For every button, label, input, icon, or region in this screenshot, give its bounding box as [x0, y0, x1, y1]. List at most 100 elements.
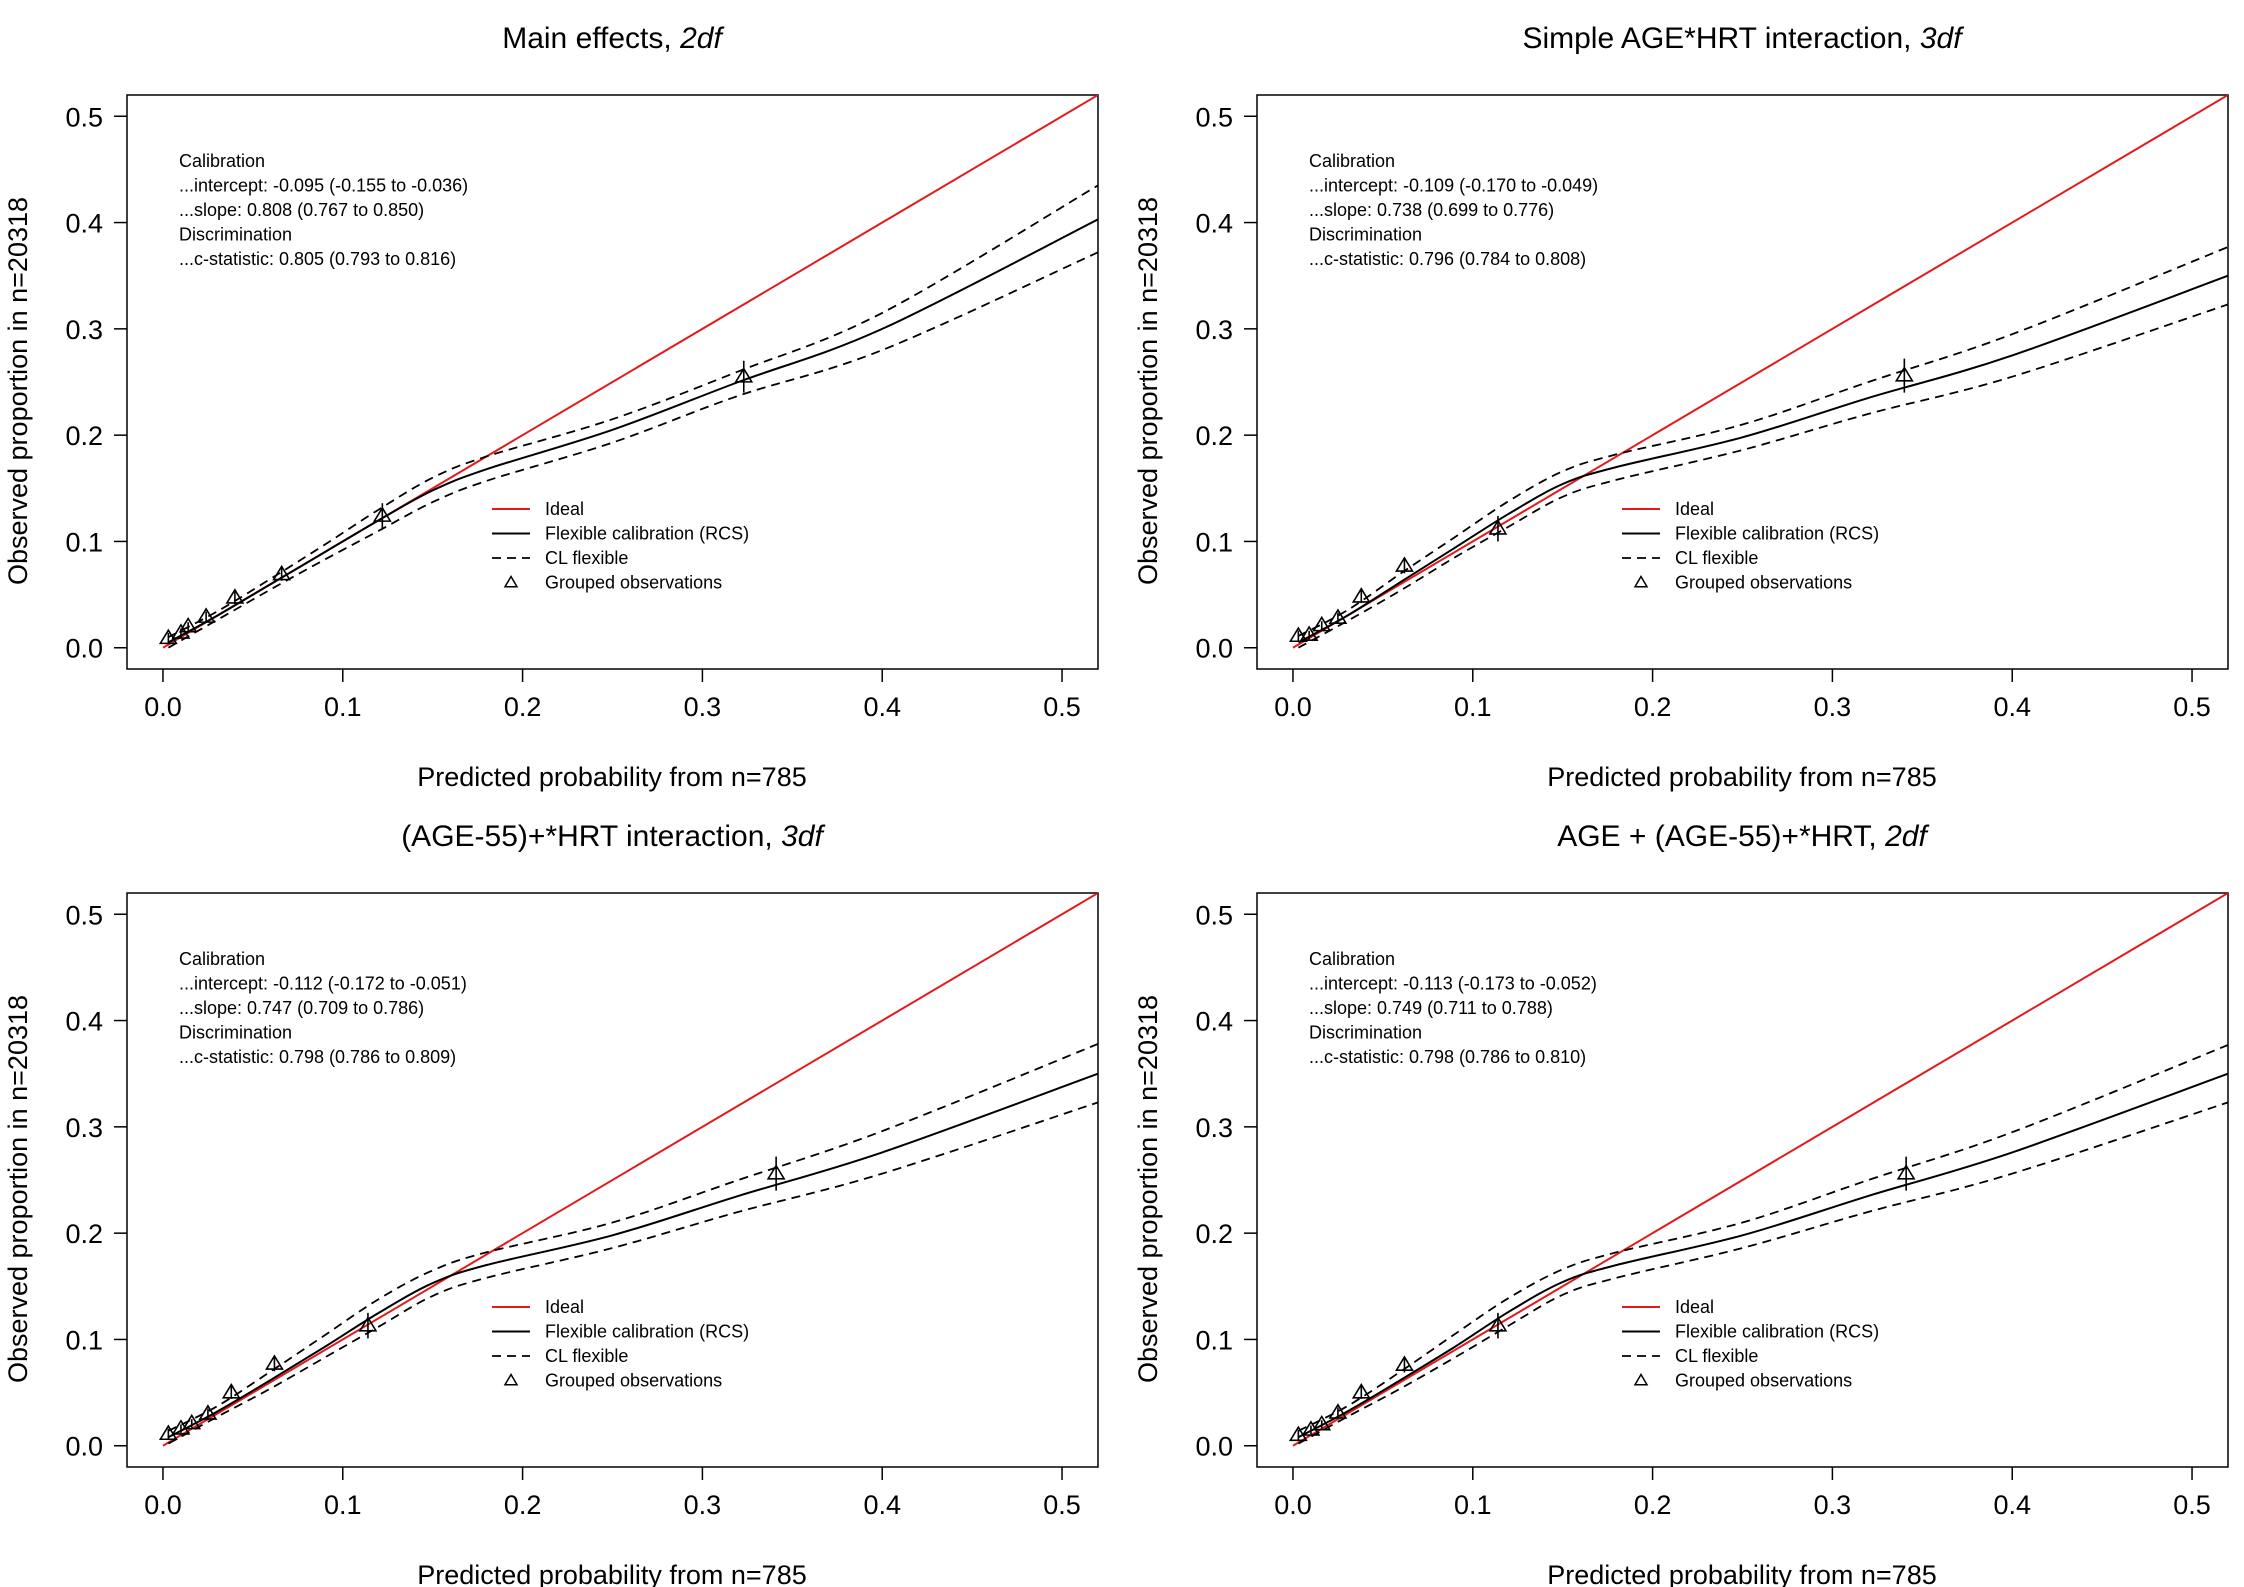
statistic-line: ...slope: 0.808 (0.767 to 0.850): [179, 200, 424, 220]
grouped-observation-marker: [158, 628, 178, 645]
statistic-line: ...slope: 0.738 (0.699 to 0.776): [1309, 200, 1554, 220]
chart-title-df: 3df: [781, 820, 825, 853]
x-tick-label: 0.0: [144, 692, 182, 722]
flexible-calibration-curve: [1297, 274, 2228, 644]
statistic-line: ...slope: 0.749 (0.711 to 0.788): [1309, 998, 1553, 1018]
x-tick-label: 0.5: [1043, 692, 1081, 722]
grouped-observation-marker: [372, 506, 392, 522]
chart-title-main: (AGE-55)+*HRT interaction,: [401, 820, 781, 853]
y-tick-label: 0.1: [1195, 1325, 1233, 1355]
x-tick-label: 0.1: [324, 1490, 362, 1520]
cl-flexible-lower-line: [167, 1101, 1098, 1445]
x-tick-label: 0.1: [1454, 692, 1492, 722]
legend-label: Ideal: [1675, 499, 1714, 519]
y-tick-label: 0.2: [1195, 1219, 1233, 1249]
grouped-observation-marker: [1488, 1316, 1508, 1332]
legend-label: Flexible calibration (RCS): [545, 1322, 749, 1342]
y-tick-label: 0.3: [1195, 315, 1233, 345]
grouped-observation-marker: [225, 588, 245, 604]
statistic-line: ...c-statistic: 0.796 (0.784 to 0.808): [1309, 249, 1586, 269]
x-tick-label: 0.1: [1454, 1490, 1492, 1520]
grouped-observation-marker: [272, 564, 292, 581]
x-tick-label: 0.4: [863, 692, 901, 722]
grouped-observation-marker: [734, 367, 754, 383]
y-tick-label: 0.4: [65, 209, 103, 239]
legend-label: Grouped observations: [1675, 573, 1852, 593]
x-tick-label: 0.4: [1993, 1490, 2031, 1520]
grouped-observation-marker: [1395, 556, 1414, 572]
statistic-line: ...intercept: -0.109 (-0.170 to -0.049): [1309, 176, 1598, 196]
grouped-observation-marker: [1328, 608, 1348, 624]
grouped-observation-marker: [1896, 1164, 1916, 1180]
plot-data-layer: [158, 893, 1098, 1447]
grouped-observation-marker: [1351, 1383, 1371, 1399]
flexible-calibration-curve: [1297, 1072, 2228, 1439]
cl-flexible-upper-line: [1297, 246, 2228, 637]
x-tick-label: 0.4: [1993, 692, 2031, 722]
grouped-observation-marker: [1312, 1414, 1332, 1431]
cl-flexible-upper-line: [167, 184, 1098, 638]
discrimination-heading: Discrimination: [1309, 1023, 1422, 1043]
ideal-line: [162, 893, 1098, 1447]
legend-label: Flexible calibration (RCS): [1675, 1322, 1879, 1342]
y-tick-label: 0.5: [1195, 900, 1233, 930]
cl-flexible-upper-line: [1297, 1044, 2228, 1432]
cl-flexible-upper-line: [167, 1043, 1098, 1432]
x-tick-label: 0.5: [1043, 1490, 1081, 1520]
y-axis-label: Observed proportion in n=20318: [3, 995, 33, 1383]
grouped-observation-marker: [766, 1164, 786, 1180]
plot-data-layer: [158, 95, 1098, 649]
y-tick-label: 0.4: [65, 1007, 103, 1037]
calibration-heading: Calibration: [179, 949, 265, 969]
plot-frame: [1256, 892, 2229, 1468]
chart-title-main: Simple AGE*HRT interaction,: [1522, 22, 1919, 55]
y-axis-label: Observed proportion in n=20318: [1133, 995, 1163, 1383]
ideal-line: [1292, 893, 2228, 1447]
legend-label: Flexible calibration (RCS): [545, 524, 749, 544]
y-tick-label: 0.3: [1195, 1113, 1233, 1143]
plot-data-layer: [1288, 893, 2228, 1447]
calibration-panel-2: Simple AGE*HRT interaction, 3df 0.0 0.1 0.2…: [1133, 22, 2229, 792]
legend-triangle-swatch: [1633, 575, 1649, 588]
grouped-observation-marker: [1894, 366, 1914, 382]
legend-triangle-swatch: [1633, 1373, 1649, 1386]
x-tick-label: 0.0: [144, 1490, 182, 1520]
grouped-observation-marker: [182, 1413, 202, 1430]
legend-label: Grouped observations: [545, 1371, 722, 1391]
plot-data-layer: [1288, 95, 2228, 649]
y-tick-label: 0.4: [1195, 209, 1233, 239]
chart-title: Simple AGE*HRT interaction, 3df: [1522, 22, 1964, 55]
discrimination-heading: Discrimination: [1309, 225, 1422, 245]
x-tick-label: 0.3: [684, 692, 722, 722]
grouped-observation-marker: [158, 1424, 178, 1441]
y-tick-label: 0.0: [65, 1432, 103, 1462]
flexible-calibration-curve: [167, 218, 1098, 644]
chart-title: (AGE-55)+*HRT interaction, 3df: [401, 820, 825, 853]
x-tick-label: 0.5: [2173, 1490, 2211, 1520]
chart-title-df: 3df: [1920, 22, 1964, 55]
ideal-line: [1292, 95, 2228, 649]
x-tick-label: 0.0: [1274, 692, 1312, 722]
grouped-observation-marker: [1351, 587, 1371, 603]
x-tick-label: 0.5: [2173, 692, 2211, 722]
calibration-panel-3: (AGE-55)+*HRT interaction, 3df 0.0 0.1 0.2 0…: [3, 820, 1099, 1587]
chart-title: Main effects, 2df: [502, 22, 724, 55]
legend-label: CL flexible: [1675, 1346, 1758, 1366]
grouped-observation-marker: [178, 616, 198, 633]
plot-frame: [126, 94, 1099, 670]
discrimination-heading: Discrimination: [179, 225, 292, 245]
x-axis-label: Predicted probability from n=785: [1547, 762, 1936, 792]
x-tick-label: 0.3: [684, 1490, 722, 1520]
y-tick-label: 0.2: [65, 421, 103, 451]
statistic-line: ...c-statistic: 0.798 (0.786 to 0.810): [1309, 1047, 1586, 1067]
cl-flexible-lower-line: [1297, 303, 2228, 649]
calibration-panel-4: AGE + (AGE-55)+*HRT, 2df 0.0 0.1 0.2 0.3 0.4 0…: [1133, 820, 2229, 1587]
plot-frame: [126, 892, 1099, 1468]
y-tick-label: 0.0: [1195, 634, 1233, 664]
legend-label: CL flexible: [1675, 548, 1758, 568]
y-tick-label: 0.1: [1195, 527, 1233, 557]
legend-triangle-swatch: [503, 1373, 519, 1386]
y-tick-label: 0.0: [1195, 1432, 1233, 1462]
legend-label: Flexible calibration (RCS): [1675, 524, 1879, 544]
y-tick-label: 0.2: [65, 1219, 103, 1249]
